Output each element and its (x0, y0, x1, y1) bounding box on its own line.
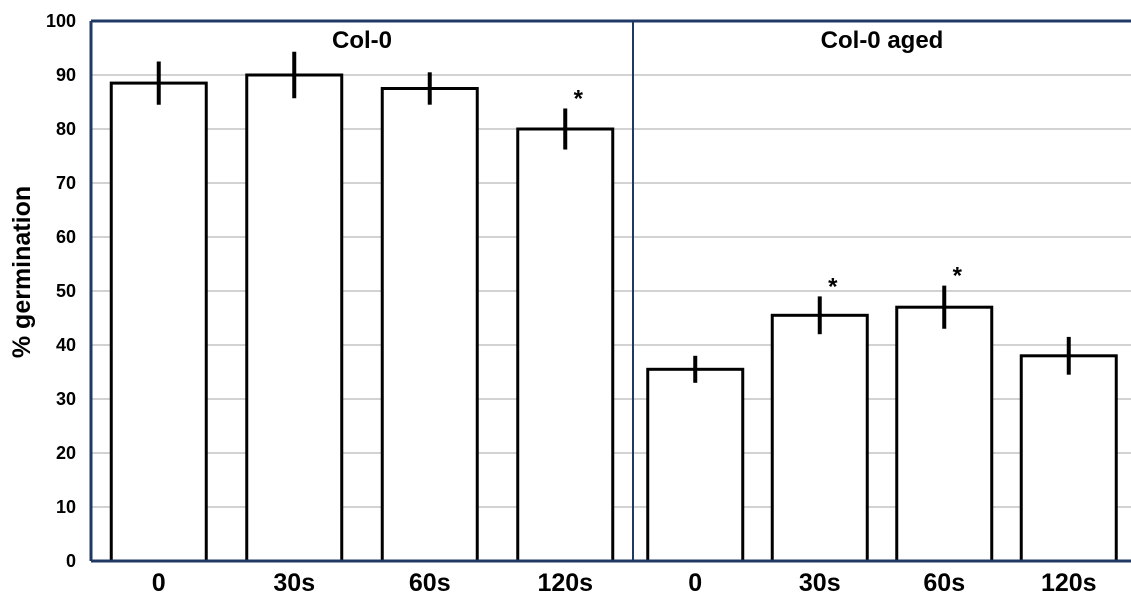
y-tick-label: 90 (56, 65, 76, 85)
x-category-label: 60s (923, 569, 965, 595)
x-category-label: 0 (688, 569, 702, 595)
bar (109, 81, 208, 563)
bar (770, 313, 869, 563)
y-tick-label: 10 (56, 497, 76, 517)
y-tick-label: 100 (46, 11, 76, 31)
y-tick-label: 30 (56, 389, 76, 409)
bar (646, 367, 745, 563)
panel-title: Col-0 aged (821, 27, 944, 54)
y-axis-ticks: 0 10 20 30 40 50 60 70 80 90 100 (46, 11, 76, 571)
panel-titles: Col-0 Col-0 aged (332, 27, 943, 54)
error-bars: * * * (156, 51, 1071, 383)
x-category-label: 60s (409, 569, 451, 595)
bar (1019, 354, 1118, 563)
y-tick-label: 20 (56, 443, 76, 463)
panel-title: Col-0 (332, 27, 392, 54)
y-tick-label: 80 (56, 119, 76, 139)
significance-star: * (574, 85, 584, 112)
x-category-label: 30s (799, 569, 841, 595)
x-category-label: 120s (537, 569, 593, 595)
category-labels: 0 30s 60s 120s 0 30s 60s 120s (152, 569, 1097, 595)
significance-star: * (953, 263, 963, 290)
significance-star: * (828, 273, 838, 300)
y-tick-label: 60 (56, 227, 76, 247)
bars (109, 73, 1118, 563)
x-category-label: 30s (273, 569, 315, 595)
y-tick-label: 70 (56, 173, 76, 193)
y-tick-label: 50 (56, 281, 76, 301)
x-category-label: 120s (1041, 569, 1097, 595)
plot-frame (89, 19, 1131, 563)
bar (516, 127, 615, 563)
x-category-label: 0 (152, 569, 166, 595)
y-tick-label: 40 (56, 335, 76, 355)
y-axis-label: % germination (8, 186, 36, 358)
bar (380, 87, 479, 563)
bar (895, 305, 994, 563)
y-tick-label: 0 (66, 551, 76, 571)
bar (245, 73, 344, 563)
